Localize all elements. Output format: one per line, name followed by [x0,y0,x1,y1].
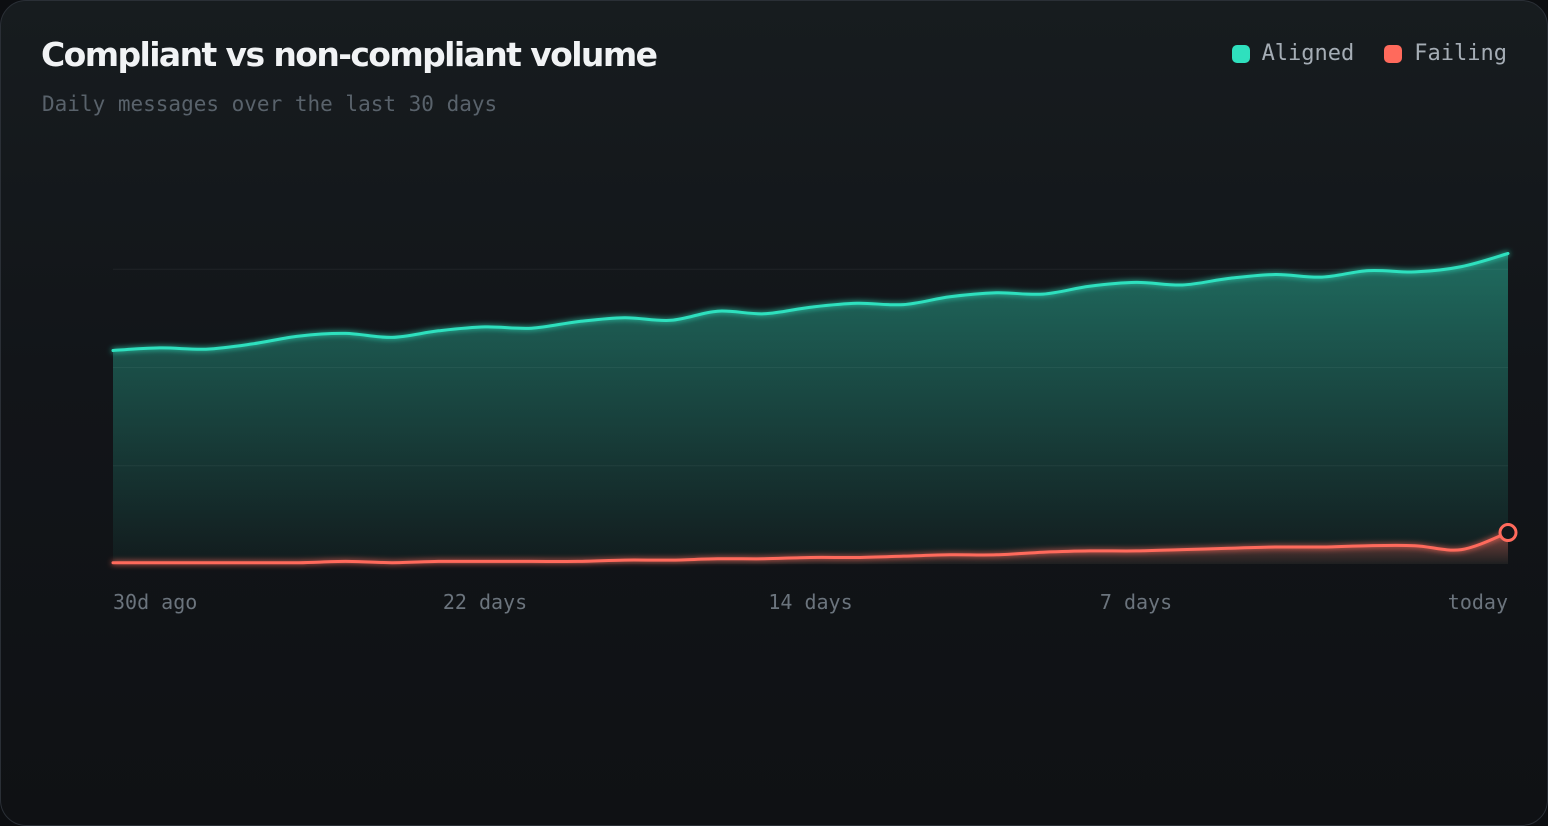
x-tick-label: today [1448,590,1508,614]
x-tick-label: 22 days [443,590,527,614]
chart-legend: Aligned Failing [1231,41,1507,66]
x-axis: 30d ago 22 days 14 days 7 days today [113,590,1508,614]
x-tick-label: 7 days [1100,590,1172,614]
legend-label-aligned: Aligned [1261,41,1355,66]
legend-item-failing[interactable]: Failing [1384,41,1507,66]
series-areas [113,253,1508,564]
series-lines [111,252,1510,565]
chart-subtitle: Daily messages over the last 30 days [42,92,498,116]
legend-label-failing: Failing [1414,41,1507,66]
x-tick-label: 14 days [768,590,852,614]
end-markers [1498,523,1518,543]
point-failing-today[interactable] [1498,523,1518,543]
x-tick-label: 30d ago [113,590,197,614]
chart-title: Compliant vs non-compliant volume [41,35,658,74]
line-aligned [111,252,1510,352]
area-failing [113,532,1508,564]
legend-swatch-aligned [1231,44,1250,63]
legend-swatch-failing [1384,44,1403,63]
legend-item-aligned[interactable]: Aligned [1231,41,1355,66]
line-failing [111,531,1510,565]
area-aligned [113,253,1508,564]
